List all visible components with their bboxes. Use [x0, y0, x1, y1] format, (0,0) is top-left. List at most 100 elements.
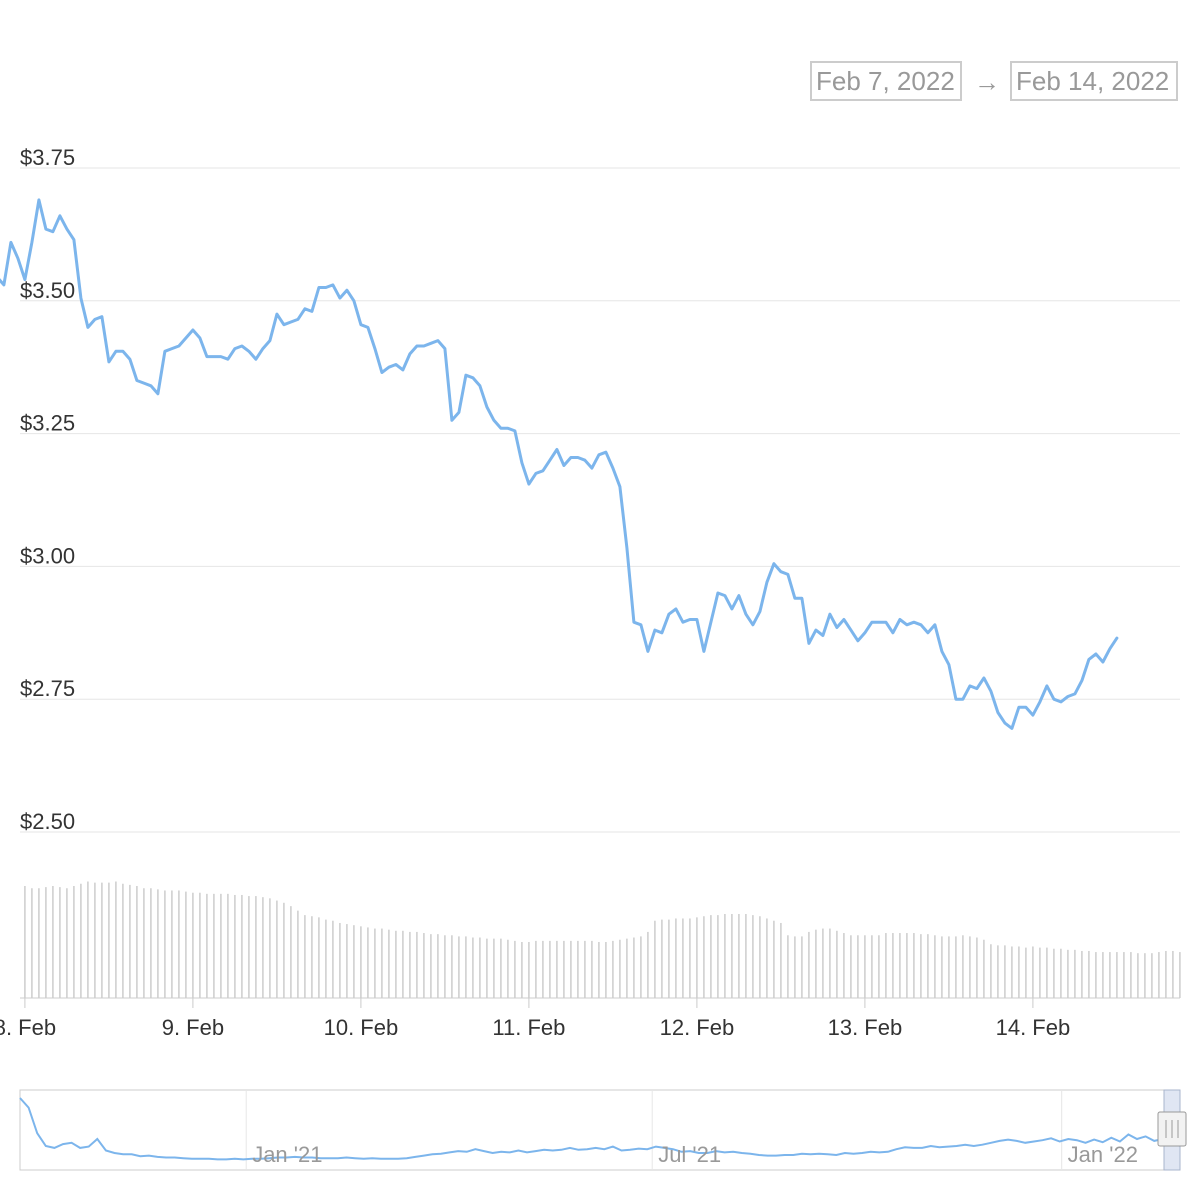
volume-bar — [689, 918, 691, 998]
volume-bar — [563, 940, 565, 998]
volume-bar — [1116, 952, 1118, 998]
volume-bar — [598, 942, 600, 998]
volume-bar — [661, 919, 663, 998]
x-axis-ticks: 8. Feb 9. Feb 10. Feb 11. Feb 12. Feb 13. Feb… — [0, 998, 1070, 1040]
volume-bar — [423, 933, 425, 998]
volume-bar — [472, 937, 474, 998]
volume-bar — [367, 927, 369, 998]
x-tick-label: 14. Feb — [996, 1015, 1071, 1040]
volume-bar — [227, 893, 229, 998]
volume-bar — [759, 916, 761, 998]
volume-bar — [458, 936, 460, 998]
volume-bar — [1130, 952, 1132, 998]
volume-bar — [871, 935, 873, 998]
y-tick-label: $3.75 — [20, 145, 75, 170]
volume-bar — [1144, 953, 1146, 998]
volume-bar — [829, 928, 831, 998]
volume-bar — [780, 922, 782, 998]
volume-bar — [192, 892, 194, 998]
volume-bar — [87, 881, 89, 998]
volume-bar — [360, 926, 362, 998]
volume-bar — [255, 896, 257, 998]
volume-bar — [493, 938, 495, 998]
volume-bar — [1053, 948, 1055, 998]
volume-bar — [528, 942, 530, 998]
navigator-series — [19, 1097, 1181, 1161]
grid-lines — [20, 167, 1180, 833]
volume-bar — [150, 888, 152, 998]
volume-bar — [1088, 950, 1090, 998]
volume-bar — [437, 934, 439, 998]
volume-bar — [885, 933, 887, 998]
volume-bar — [850, 935, 852, 998]
navigator-grid — [245, 1090, 1063, 1170]
volume-bar — [1179, 952, 1181, 998]
volume-bar — [108, 882, 110, 998]
volume-bar — [318, 917, 320, 998]
volume-bars — [24, 881, 1181, 998]
volume-bar — [213, 893, 215, 998]
volume-bar — [752, 915, 754, 998]
navigator-handle-icon[interactable] — [1157, 1111, 1187, 1147]
volume-bar — [990, 944, 992, 998]
volume-bar — [199, 892, 201, 998]
volume-bar — [682, 918, 684, 998]
volume-bar — [430, 934, 432, 998]
volume-bar — [416, 931, 418, 998]
range-to-input[interactable]: Feb 14, 2022 — [1010, 61, 1178, 101]
volume-bar — [703, 916, 705, 998]
volume-bar — [507, 939, 509, 998]
volume-bar — [745, 914, 747, 998]
volume-bar — [164, 890, 166, 998]
volume-bar — [815, 929, 817, 998]
volume-bar — [549, 940, 551, 998]
y-tick-label: $2.50 — [20, 809, 75, 834]
volume-bar — [633, 937, 635, 998]
volume-bar — [346, 924, 348, 998]
volume-bar — [1081, 950, 1083, 998]
y-tick-label: $2.75 — [20, 676, 75, 701]
volume-bar — [997, 945, 999, 998]
volume-bar — [1025, 947, 1027, 998]
volume-bar — [122, 883, 124, 998]
volume-bar — [521, 942, 523, 998]
volume-bar — [619, 939, 621, 998]
volume-bar — [332, 920, 334, 998]
range-from-input[interactable]: Feb 7, 2022 — [810, 61, 962, 101]
volume-bar — [1137, 953, 1139, 998]
volume-bar — [864, 935, 866, 998]
volume-bar — [136, 886, 138, 998]
volume-bar — [696, 917, 698, 998]
volume-bar — [731, 914, 733, 998]
volume-bar — [584, 940, 586, 998]
volume-bar — [787, 935, 789, 998]
price-series — [0, 198, 1119, 730]
y-tick-label: $3.00 — [20, 543, 75, 568]
navigator-tick-label: Jul '21 — [658, 1142, 721, 1167]
volume-bar — [185, 891, 187, 998]
volume-bar — [514, 940, 516, 998]
volume-bar — [129, 884, 131, 998]
volume-bar — [948, 936, 950, 998]
volume-bar — [710, 915, 712, 998]
volume-bar — [1011, 946, 1013, 998]
volume-bar — [675, 918, 677, 998]
volume-bar — [325, 919, 327, 998]
navigator[interactable]: Jan '21 Jul '21 Jan '22 — [19, 1089, 1187, 1171]
volume-bar — [269, 898, 271, 998]
volume-bar — [66, 888, 68, 998]
volume-bar — [542, 940, 544, 998]
volume-bar — [381, 928, 383, 998]
navigator-tick-label: Jan '22 — [1068, 1142, 1138, 1167]
volume-bar — [724, 914, 726, 998]
volume-bar — [38, 888, 40, 998]
volume-bar — [451, 935, 453, 998]
volume-bar — [577, 940, 579, 998]
volume-bar — [234, 894, 236, 998]
volume-bar — [899, 933, 901, 998]
volume-bar — [535, 940, 537, 998]
volume-bar — [178, 890, 180, 998]
volume-bar — [1165, 950, 1167, 998]
volume-bar — [1151, 953, 1153, 998]
